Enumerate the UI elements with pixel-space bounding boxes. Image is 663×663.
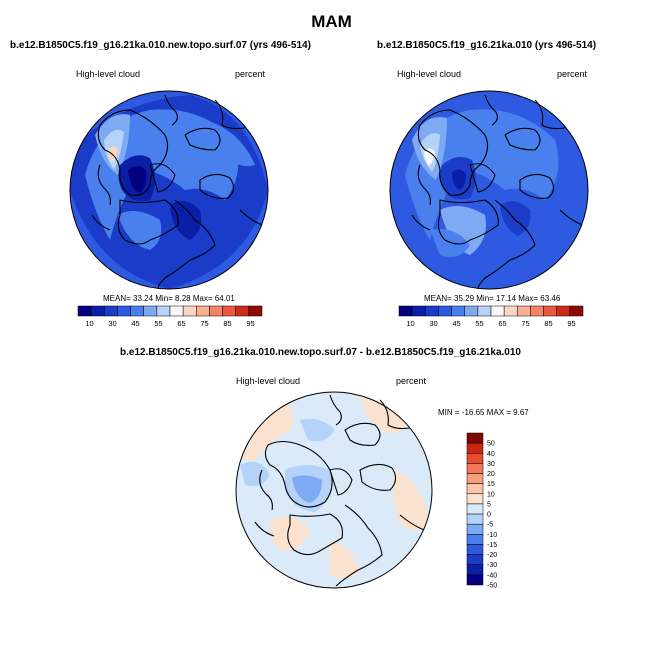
panel-2-variable-label: High-level cloud [397, 69, 462, 79]
colorbar-1-swatch [143, 305, 158, 317]
colorbar-panel-2: 10 30 45 55 65 75 85 95 [398, 305, 584, 328]
colorbar-3-swatch [466, 534, 484, 545]
colorbar-1-tick-label: 30 [108, 319, 116, 328]
page-title: MAM [311, 12, 352, 31]
colorbar-3-swatch [466, 493, 484, 505]
colorbar-1-swatch [130, 305, 144, 317]
panel-1-units-label: percent [235, 69, 266, 79]
panel-1-variable-label: High-level cloud [76, 69, 141, 79]
colorbar-2-tick-label: 45 [452, 319, 460, 328]
colorbar-2-swatch [569, 305, 584, 317]
colorbar-1-swatch [90, 305, 105, 317]
panel-2-coastlines [411, 94, 583, 290]
colorbar-1-swatch [77, 305, 92, 317]
colorbar-panel-1: 10 30 45 55 65 75 85 95 [77, 305, 263, 328]
colorbar-1-swatch [156, 305, 171, 317]
colorbar-3-tick-label: 40 [487, 451, 495, 458]
colorbar-1-tick-label: 10 [85, 319, 93, 328]
colorbar-2-tick-label: 30 [429, 319, 437, 328]
colorbar-3-swatch [466, 442, 484, 454]
colorbar-1-tick-label: 75 [200, 319, 208, 328]
colorbar-3-swatch [466, 503, 484, 515]
colorbar-2-swatch [451, 305, 465, 317]
colorbar-3-swatch [466, 453, 484, 464]
colorbar-2-tick-label: 95 [567, 319, 575, 328]
colorbar-1-swatch [169, 305, 184, 317]
colorbar-2-swatch [517, 305, 531, 317]
colorbar-2-tick-label: 85 [544, 319, 552, 328]
colorbar-2-swatch [438, 305, 452, 317]
panel-3-stats: MIN = -16.65 MAX = 9.67 [438, 408, 529, 417]
panel-2-stats: MEAN= 35.29 Min= 17.14 Max= 63.46 [424, 294, 561, 303]
colorbar-2-swatch [477, 305, 492, 317]
colorbar-3-tick-label: 50 [487, 441, 495, 448]
panel-3-units-label: percent [396, 376, 427, 386]
colorbar-3-tick-label: 10 [487, 491, 495, 498]
colorbar-3-tick-label: -30 [487, 562, 497, 569]
panel-2-title: b.e12.B1850C5.f19_g16.21ka.010 (yrs 496-… [377, 40, 597, 51]
colorbar-2-swatch [490, 305, 505, 317]
colorbar-1-swatch [222, 305, 236, 317]
colorbar-2-swatch [398, 305, 413, 317]
colorbar-3-swatch [466, 432, 484, 444]
colorbar-3-tick-label: 15 [487, 481, 495, 488]
colorbar-3-tick-label: 5 [487, 501, 491, 508]
colorbar-1-swatch [117, 305, 131, 317]
colorbar-1-swatch [248, 305, 263, 317]
colorbar-1-tick-label: 45 [131, 319, 139, 328]
colorbar-1-tick-label: 95 [246, 319, 254, 328]
colorbar-2-swatch [411, 305, 426, 317]
panel-1-stats: MEAN= 33.24 Min= 8.28 Max= 64.01 [103, 294, 235, 303]
colorbar-1-swatch [209, 305, 223, 317]
colorbar-1-tick-label: 55 [154, 319, 162, 328]
colorbar-2-swatch [503, 305, 518, 317]
colorbar-2-swatch [556, 305, 571, 317]
map-panel-3 [235, 391, 433, 589]
colorbar-3-tick-label: -20 [487, 552, 497, 559]
colorbar-3-tick-label: 30 [487, 461, 495, 468]
colorbar-3-tick-label: -10 [487, 532, 497, 539]
colorbar-3-swatch [466, 544, 484, 555]
colorbar-3-swatch [466, 483, 484, 495]
panel-2-units-label: percent [557, 69, 588, 79]
colorbar-2-swatch [530, 305, 544, 317]
colorbar-3-tick-label: -40 [487, 572, 497, 579]
colorbar-1-swatch [235, 305, 250, 317]
colorbar-3-swatch [466, 473, 484, 484]
panel-1-title: b.e12.B1850C5.f19_g16.21ka.010.new.topo.… [10, 40, 311, 51]
colorbar-3-tick-label: -50 [487, 583, 497, 590]
colorbar-3-swatch [466, 554, 484, 565]
colorbar-2-swatch [425, 305, 439, 317]
map-panel-1 [69, 90, 269, 290]
colorbar-1-swatch [196, 305, 210, 317]
colorbar-3-swatch [466, 523, 484, 535]
colorbar-2-swatch [464, 305, 479, 317]
colorbar-2-tick-label: 75 [521, 319, 529, 328]
colorbar-1-swatch [182, 305, 197, 317]
colorbar-3-tick-label: -5 [487, 522, 493, 529]
panel-1-coastlines [91, 94, 263, 290]
panel-3-variable-label: High-level cloud [236, 376, 301, 386]
colorbar-3-tick-label: 0 [487, 512, 491, 519]
map-panel-2 [389, 90, 589, 290]
colorbar-2-tick-label: 10 [406, 319, 414, 328]
colorbar-2-swatch [543, 305, 557, 317]
colorbar-3-swatch [466, 463, 484, 474]
colorbar-2-tick-label: 65 [498, 319, 506, 328]
colorbar-3-swatch [466, 564, 484, 576]
colorbar-2-tick-label: 55 [475, 319, 483, 328]
colorbar-3-tick-label: -15 [487, 542, 497, 549]
colorbar-3-swatch [466, 513, 484, 525]
colorbar-1-tick-label: 65 [177, 319, 185, 328]
panel-3-title: b.e12.B1850C5.f19_g16.21ka.010.new.topo.… [120, 347, 521, 358]
colorbar-1-tick-label: 85 [223, 319, 231, 328]
colorbar-3-tick-label: 20 [487, 471, 495, 478]
panel-3-coastlines [254, 394, 425, 587]
colorbar-3-swatch [466, 574, 484, 586]
colorbar-1-swatch [104, 305, 118, 317]
